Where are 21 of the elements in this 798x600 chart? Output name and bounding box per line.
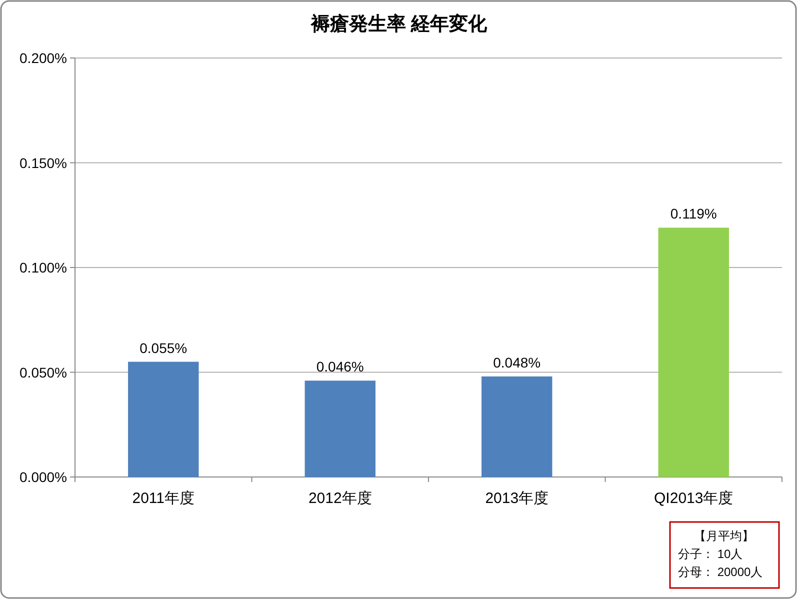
y-tick-label: 0.150%	[20, 154, 67, 171]
data-label: 0.055%	[140, 340, 188, 356]
data-label: 0.046%	[316, 358, 364, 375]
bar	[304, 380, 376, 477]
x-tick-label: 2013年度	[485, 490, 549, 507]
x-tick-label: 2011年度	[132, 490, 195, 507]
text: 分子： 10人	[678, 547, 743, 561]
bar	[128, 362, 199, 477]
y-tick-label: 0.050%	[20, 364, 67, 380]
y-tick-label: 0.100%	[20, 260, 67, 276]
data-label: 0.048%	[493, 354, 541, 370]
bar	[482, 376, 552, 477]
text: 【月平均】	[694, 529, 754, 543]
x-tick-label: QI2013年度	[654, 490, 734, 507]
y-tick-label: 0.200%	[20, 50, 67, 66]
data-label: 0.119%	[670, 206, 717, 222]
x-tick-label: 2012年度	[308, 490, 372, 507]
y-tick-label: 0.000%	[20, 469, 67, 485]
text: 分母： 20000人	[678, 565, 763, 579]
bar	[658, 228, 729, 477]
chart-title: 褥瘡発生率 経年変化	[310, 13, 488, 35]
